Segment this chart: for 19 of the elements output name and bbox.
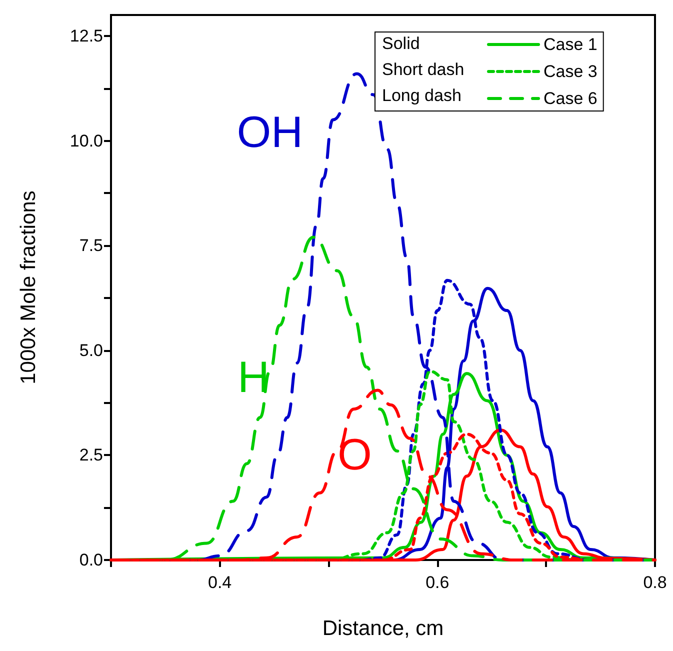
y-tick-label: 0.0 — [79, 550, 103, 570]
y-tick-label: 2.5 — [79, 446, 103, 465]
y-tick-label: 5.0 — [79, 340, 103, 360]
annotation: Solid — [382, 34, 420, 53]
legend-label: Case 1 — [544, 35, 598, 54]
x-tick-label: 0.4 — [208, 573, 232, 592]
legend-label: Case 3 — [544, 62, 598, 81]
annotation: Long dash — [382, 86, 462, 105]
y-tick-label: 7.5 — [79, 236, 103, 256]
annotation: O — [338, 430, 372, 480]
x-tick-label: 0.8 — [643, 573, 667, 592]
x-tick-label: 0.6 — [426, 573, 450, 592]
annotation: Short dash — [382, 60, 464, 79]
legend-label: Case 6 — [544, 89, 598, 108]
y-tick-label: 10.0 — [70, 131, 103, 150]
annotation: OH — [236, 108, 303, 157]
y-tick-label: 12.5 — [70, 26, 103, 46]
y-axis-title: 1000x Mole fractions — [17, 190, 40, 384]
x-axis-title: Distance, cm — [322, 617, 444, 640]
